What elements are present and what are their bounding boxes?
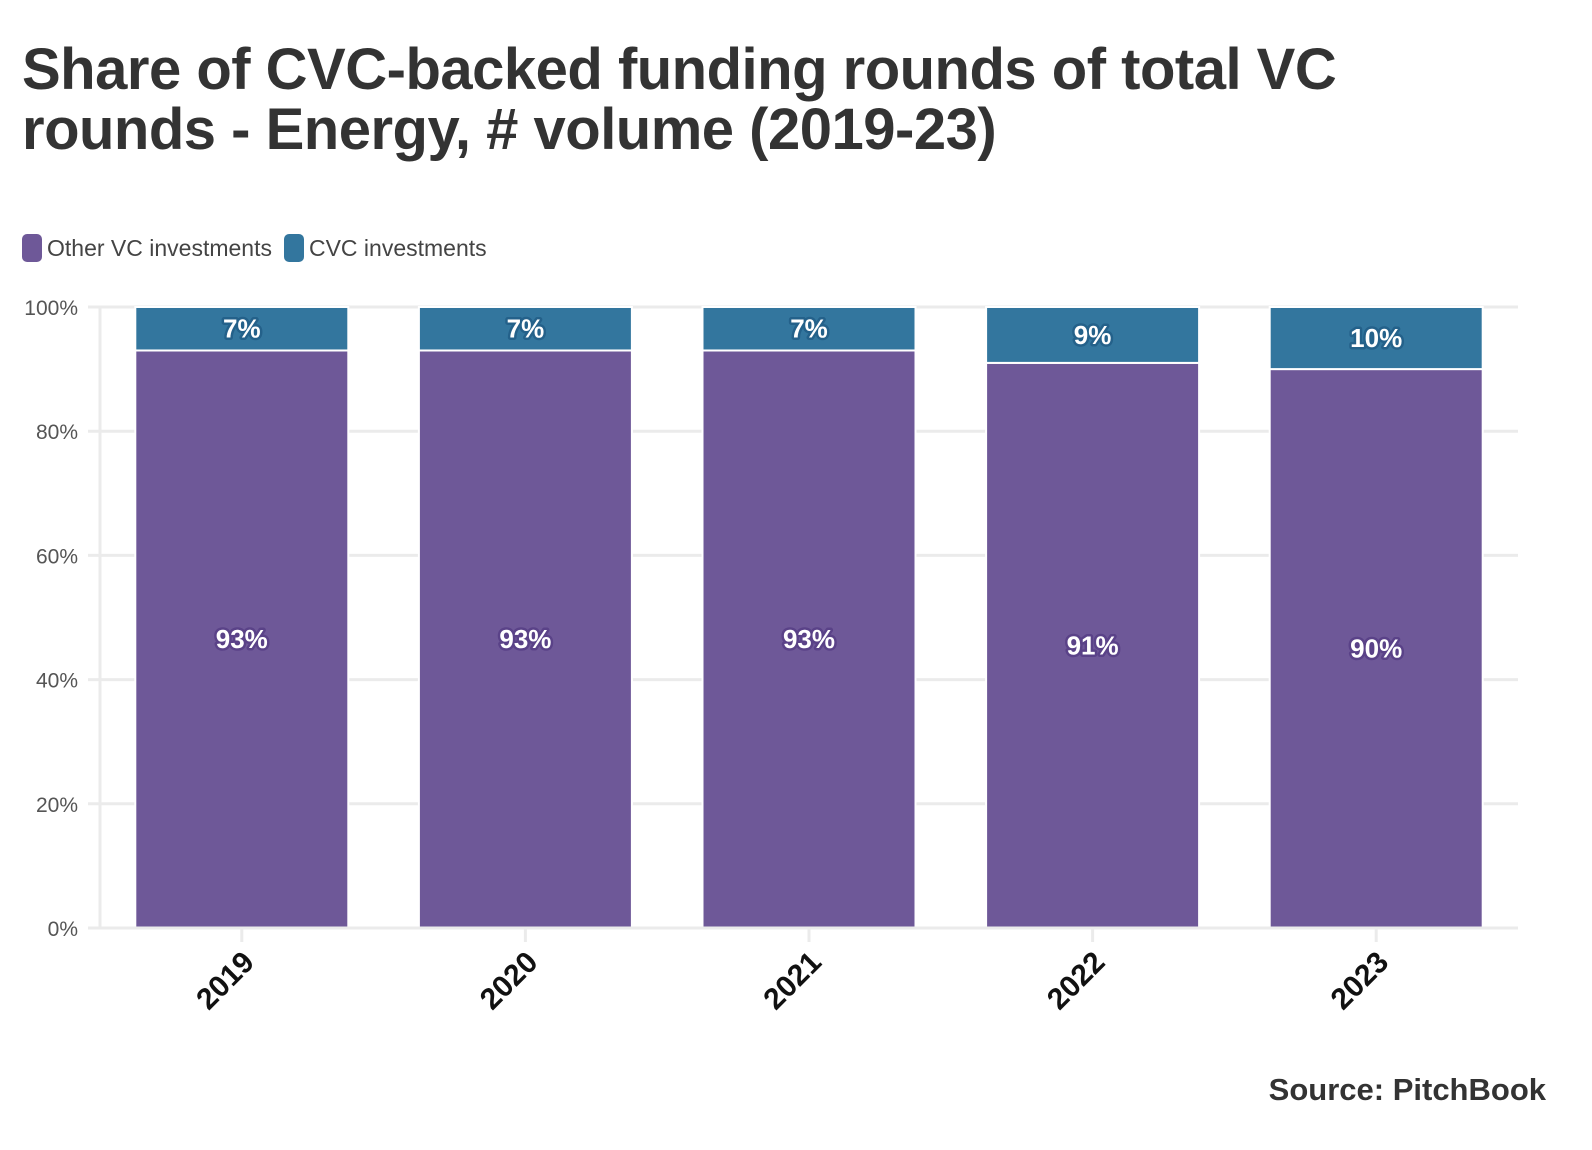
y-tick-label: 40% — [36, 670, 78, 693]
bars — [134, 306, 1484, 930]
y-tick-label: 100% — [24, 297, 78, 320]
bar-cvc-2019 — [134, 306, 350, 352]
bar-cvc-2023 — [1268, 306, 1484, 371]
y-tick-label: 20% — [36, 794, 78, 817]
y-tick-label: 80% — [36, 421, 78, 444]
legend-item-cvc: CVC investments — [283, 234, 487, 262]
data-label-cvc-2023: 10% — [1350, 323, 1402, 353]
y-tick-label: 60% — [36, 545, 78, 568]
legend-label-other-vc: Other VC investments — [47, 234, 272, 261]
x-tick-label-2023: 2023 — [1325, 946, 1396, 1017]
x-tick-label-2020: 2020 — [474, 946, 545, 1017]
data-label-other-vc-2020: 93% — [499, 624, 551, 654]
bar-other-vc-2021 — [701, 349, 917, 930]
source-note: Source: PitchBook — [1268, 1072, 1546, 1107]
bar-cvc-2022 — [985, 306, 1201, 364]
x-axis: 2019 2020 2021 2022 2023 — [88, 926, 1518, 1017]
data-labels: 93% 7% 93% 7% 93% 7% 91% 9% 90% 10% — [213, 311, 1404, 666]
chart-title: Share of CVC-backed funding rounds of to… — [22, 37, 1337, 162]
legend-swatch-other-vc — [22, 234, 42, 262]
legend-label-cvc: CVC investments — [308, 234, 487, 261]
legend-item-other-vc: Other VC investments — [22, 234, 272, 262]
chart-area: 0%20%40%60%80%100% 93%7%93%7%93%7%91%9%9… — [24, 297, 1518, 1017]
bar-cvc-2020 — [417, 306, 633, 352]
data-label-other-vc-2021: 93% — [783, 624, 835, 654]
x-tick-label-2019: 2019 — [190, 946, 261, 1017]
bar-cvc-2021 — [701, 306, 917, 352]
y-tick-label: 0% — [48, 918, 78, 941]
x-tick-label-2022: 2022 — [1041, 946, 1112, 1017]
data-label-other-vc-2022: 91% — [1067, 630, 1119, 660]
y-axis: 0% 20% 40% 60% 80% 100% — [24, 297, 102, 941]
data-label-cvc-2022: 9% — [1074, 320, 1112, 350]
bar-other-vc-2023 — [1268, 368, 1484, 930]
bar-other-vc-2022 — [985, 361, 1201, 929]
legend: Other VC investments CVC investments — [22, 234, 499, 262]
data-label-other-vc-2019: 93% — [216, 624, 268, 654]
data-label-cvc-2020: 7% — [507, 314, 545, 344]
x-tick-label-2021: 2021 — [757, 946, 828, 1017]
data-label-other-vc-2023: 90% — [1350, 634, 1402, 664]
data-label-cvc-2019: 7% — [223, 314, 261, 344]
legend-swatch-cvc — [283, 234, 304, 262]
bar-other-vc-2020 — [417, 349, 633, 930]
data-label-cvc-2021: 7% — [790, 314, 828, 344]
